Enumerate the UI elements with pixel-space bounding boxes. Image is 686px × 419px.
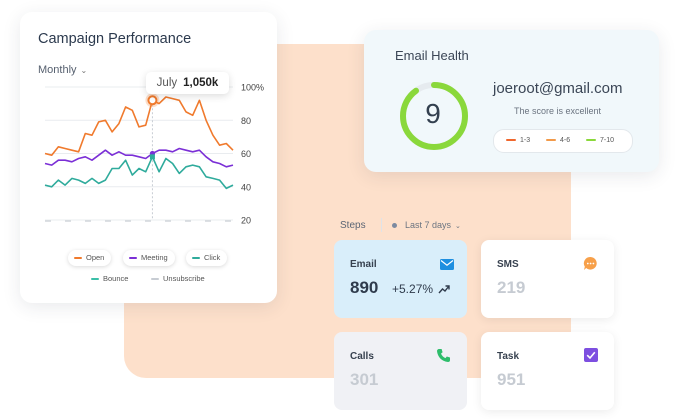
legend-label: Unsubscribe [163,274,205,283]
y-tick-label: 20 [241,216,251,226]
range-swatch [546,138,556,142]
envelope-icon [440,259,454,270]
series-line-meeting [44,147,234,168]
steps-range-dropdown[interactable]: Last 7 days ⌄ [405,220,461,230]
email-health-card: Email Health joeroot@gmail.com The score… [364,30,659,172]
range-label: Last 7 days [405,220,452,230]
campaign-performance-card: Campaign Performance Monthly ⌄ 100% 80 60 40… [20,12,277,303]
chat-bubble-icon [583,256,597,270]
tooltip-month: July [156,77,178,89]
range-swatch [586,138,596,142]
tooltip-value: 1,050k [183,77,219,89]
series-line-open [44,96,234,156]
steps-label: Steps [340,220,366,231]
card-title: Email Health [395,48,469,63]
email-tile[interactable]: Email 890 +5.27% [334,240,467,318]
divider [381,218,382,232]
legend-unsubscribe[interactable]: Unsubscribe [151,274,205,283]
tile-label: Task [497,351,520,362]
legend-label: Meeting [141,253,168,262]
range-swatch [506,138,516,142]
y-tick-label: 100% [241,83,264,93]
gauge-arc [400,82,468,150]
trend-up-icon [438,285,450,294]
legend-swatch [74,257,82,260]
legend-label: Click [204,253,221,262]
tile-change: +5.27% [392,282,434,296]
legend-swatch [91,278,99,281]
period-label: Monthly [38,64,77,76]
score-description: The score is excellent [514,106,602,116]
score-range-legend: 1-3 4-6 7-10 [493,129,633,153]
phone-icon [437,349,450,362]
range-low: 1-3 [506,137,530,144]
legend-swatch [192,257,200,260]
line-chart: 100% 80 60 40 20 [44,83,264,226]
tile-label: SMS [497,259,519,270]
range-high: 7-10 [586,137,614,144]
tile-value: 890 [350,278,379,297]
legend-label: Bounce [103,274,129,283]
highlight-marker-click [149,154,155,160]
range-label: 1-3 [520,137,531,144]
range-mid: 4-6 [546,137,570,144]
sms-tile[interactable]: SMS 219 [481,240,614,318]
series-line-click [44,156,234,190]
legend-meeting[interactable]: Meeting [123,250,175,266]
chevron-down-icon: ⌄ [80,66,88,75]
range-label: 7-10 [600,137,615,144]
chart-tooltip: July 1,050k [146,72,229,94]
legend-open[interactable]: Open [68,250,112,266]
email-address: joeroot@gmail.com [493,80,623,97]
card-title: Campaign Performance [38,31,192,47]
checkbox-icon [584,348,598,362]
legend-label: Open [86,253,105,262]
tile-value: 219 [497,278,526,297]
y-tick-label: 40 [241,182,251,192]
legend-click[interactable]: Click [186,250,228,266]
task-tile[interactable]: Task 951 [481,332,614,410]
highlight-marker-open [147,95,158,106]
tile-label: Calls [350,351,374,362]
score-gauge [400,82,468,150]
range-label: 4-6 [560,137,571,144]
health-score: 9 [425,98,441,129]
legend-swatch [151,278,159,281]
tile-label: Email [350,259,377,270]
y-tick-label: 80 [241,116,251,126]
tile-value: 951 [497,370,526,389]
calls-tile[interactable]: Calls 301 [334,332,467,410]
y-tick-label: 60 [241,149,251,159]
range-dot-icon [392,223,397,228]
chevron-down-icon: ⌄ [455,223,461,230]
legend-bounce[interactable]: Bounce [91,274,128,283]
period-dropdown[interactable]: Monthly ⌄ [38,64,87,76]
legend-swatch [129,257,137,260]
tile-value: 301 [350,370,379,389]
